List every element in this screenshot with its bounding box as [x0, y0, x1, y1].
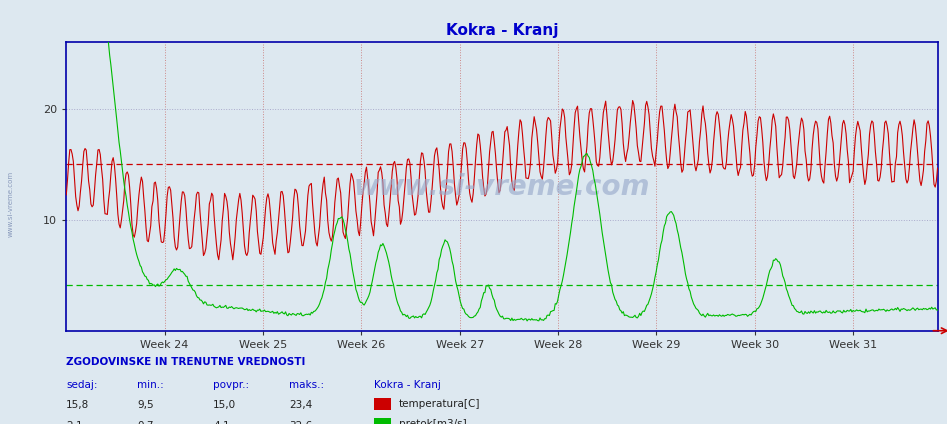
Text: 2,1: 2,1 [66, 421, 83, 424]
Title: Kokra - Kranj: Kokra - Kranj [446, 23, 558, 39]
Text: 15,8: 15,8 [66, 400, 90, 410]
Text: pretok[m3/s]: pretok[m3/s] [399, 419, 467, 424]
Text: 9,5: 9,5 [137, 400, 154, 410]
Text: www.si-vreme.com: www.si-vreme.com [8, 170, 13, 237]
Text: 32,6: 32,6 [289, 421, 313, 424]
Text: Kokra - Kranj: Kokra - Kranj [374, 380, 441, 390]
Text: povpr.:: povpr.: [213, 380, 249, 390]
Text: 4,1: 4,1 [213, 421, 230, 424]
Text: www.si-vreme.com: www.si-vreme.com [353, 173, 651, 201]
Text: 23,4: 23,4 [289, 400, 313, 410]
Text: 15,0: 15,0 [213, 400, 236, 410]
Text: maks.:: maks.: [289, 380, 324, 390]
Text: ZGODOVINSKE IN TRENUTNE VREDNOSTI: ZGODOVINSKE IN TRENUTNE VREDNOSTI [66, 357, 306, 367]
Text: temperatura[C]: temperatura[C] [399, 399, 480, 409]
Text: 0,7: 0,7 [137, 421, 153, 424]
Text: min.:: min.: [137, 380, 164, 390]
Text: sedaj:: sedaj: [66, 380, 98, 390]
